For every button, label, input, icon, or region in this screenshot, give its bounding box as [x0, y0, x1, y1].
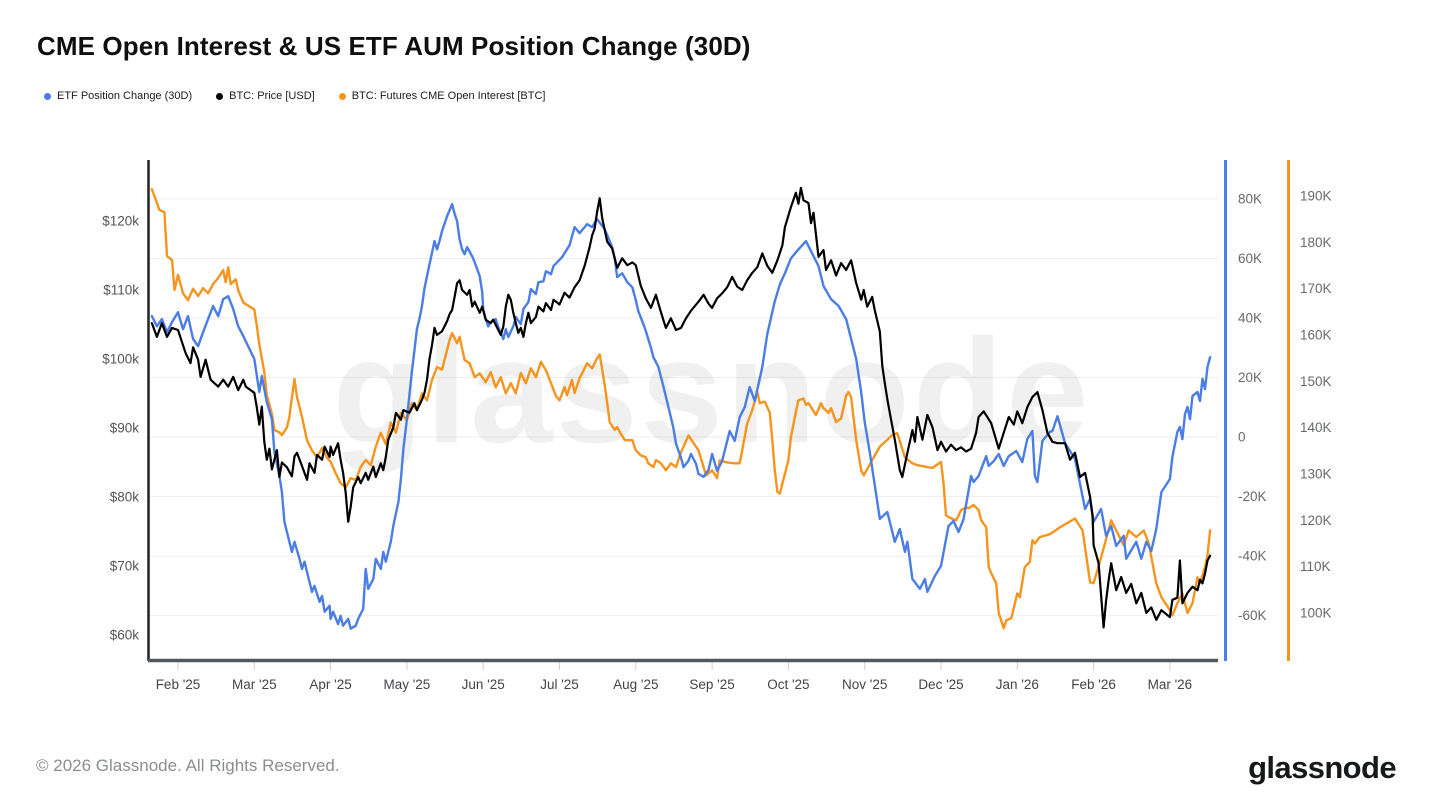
svg-text:Jan '26: Jan '26 [996, 677, 1039, 692]
x-axis-labels: Feb '25 Mar '25 Apr '25 May '25 Jun '25 Jul '… [156, 662, 1193, 692]
legend-dot-orange-icon [338, 92, 346, 100]
svg-text:Dec '25: Dec '25 [918, 677, 963, 692]
series-line-oi [150, 187, 1212, 630]
legend-item-btc-price[interactable]: BTC: Price [USD] [216, 90, 315, 102]
price-axis-labels: $120k $110k $100k $90k $80k $70k $60k [102, 214, 139, 643]
svg-text:Mar '25: Mar '25 [232, 677, 277, 692]
svg-text:170K: 170K [1300, 281, 1332, 296]
svg-text:$80k: $80k [110, 490, 140, 505]
legend-dot-blue-icon [44, 92, 51, 100]
svg-text:$60k: $60k [110, 628, 140, 643]
gridlines [148, 198, 1218, 617]
legend-item-etf-position-change[interactable]: ETF Position Change (30D) [44, 90, 192, 102]
svg-text:Feb '26: Feb '26 [1071, 677, 1116, 692]
svg-text:Jul '25: Jul '25 [540, 677, 579, 692]
svg-text:-40K: -40K [1238, 549, 1267, 564]
svg-text:60K: 60K [1238, 251, 1262, 266]
svg-text:150K: 150K [1300, 374, 1332, 389]
svg-text:40K: 40K [1238, 310, 1262, 325]
oi-axis-labels: 190K 180K 170K 160K 150K 140K 130K 120K 110K 100K [1300, 189, 1332, 621]
copyright-text: © 2026 Glassnode. All Rights Reserved. [36, 756, 340, 775]
svg-text:Aug '25: Aug '25 [613, 677, 658, 692]
svg-text:110K: 110K [1300, 559, 1331, 574]
glassnode-logo: glassnode [1248, 750, 1397, 785]
svg-text:190K: 190K [1300, 189, 1332, 204]
svg-text:$90k: $90k [110, 421, 140, 436]
svg-text:Nov '25: Nov '25 [842, 677, 887, 692]
svg-text:20K: 20K [1238, 370, 1262, 385]
svg-text:Mar '26: Mar '26 [1148, 677, 1193, 692]
svg-text:180K: 180K [1300, 235, 1332, 250]
svg-text:$110k: $110k [103, 283, 139, 298]
series-line-price [150, 186, 1212, 629]
svg-text:130K: 130K [1300, 466, 1332, 481]
svg-text:$100k: $100k [102, 352, 139, 367]
legend-label: BTC: Price [USD] [229, 90, 315, 102]
svg-text:100K: 100K [1300, 605, 1332, 620]
svg-text:$120k: $120k [102, 214, 139, 229]
series-line-etf [150, 202, 1212, 630]
svg-text:May '25: May '25 [383, 677, 430, 692]
svg-text:$70k: $70k [110, 559, 140, 574]
page-title: CME Open Interest & US ETF AUM Position … [37, 31, 751, 61]
svg-text:160K: 160K [1300, 327, 1332, 342]
svg-text:Sep '25: Sep '25 [689, 677, 734, 692]
svg-text:120K: 120K [1300, 513, 1332, 528]
svg-text:80K: 80K [1238, 191, 1262, 206]
svg-text:Apr '25: Apr '25 [309, 677, 351, 692]
legend-label: BTC: Futures CME Open Interest [BTC] [351, 90, 546, 102]
svg-text:Oct '25: Oct '25 [767, 677, 809, 692]
svg-text:Jun '25: Jun '25 [462, 677, 505, 692]
legend-label: ETF Position Change (30D) [57, 90, 193, 102]
svg-text:-60K: -60K [1238, 608, 1267, 623]
legend-item-cme-open-interest[interactable]: BTC: Futures CME Open Interest [BTC] [338, 90, 546, 102]
svg-text:Feb '25: Feb '25 [156, 677, 201, 692]
chart-legend: ETF Position Change (30D) BTC: Price [US… [44, 90, 545, 102]
svg-text:140K: 140K [1300, 420, 1332, 435]
etf-axis-labels: 80K 60K 40K 20K 0 -20K -40K -60K [1238, 191, 1267, 623]
legend-dot-black-icon [216, 92, 224, 100]
svg-text:-20K: -20K [1238, 489, 1267, 504]
glassnode-watermark: glassnode [333, 309, 1092, 474]
svg-text:0: 0 [1238, 430, 1246, 445]
